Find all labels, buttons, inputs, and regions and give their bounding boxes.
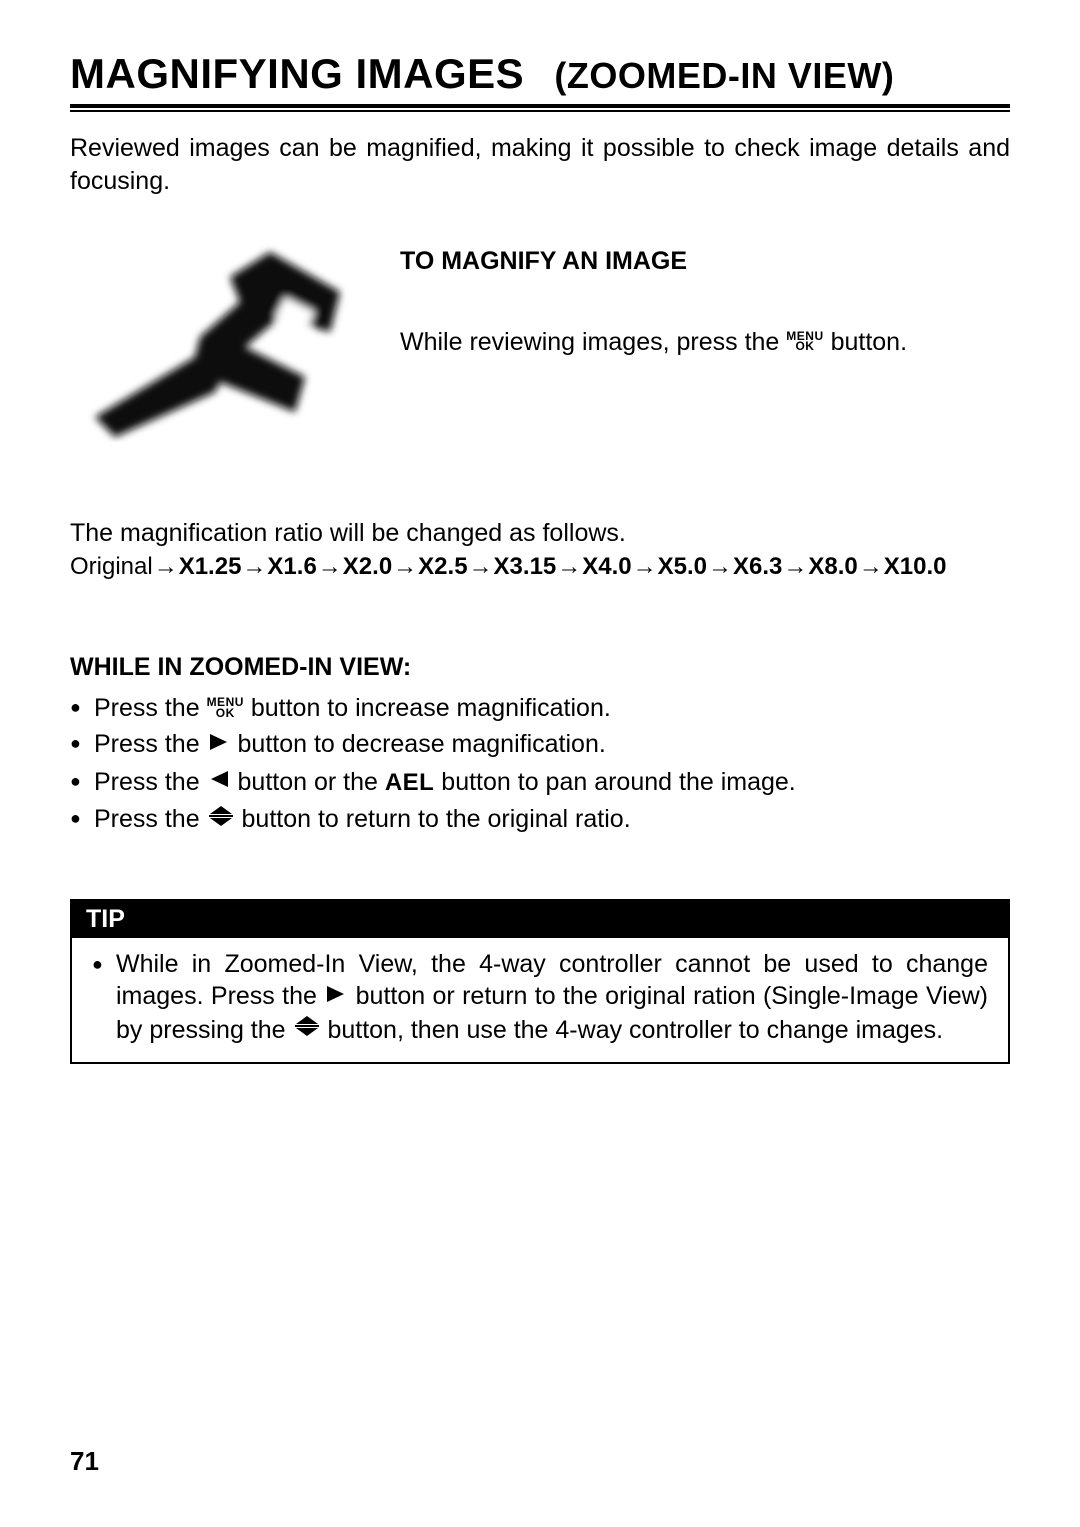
while-bullet-list: Press the MENU OK button to increase mag… (70, 690, 1010, 839)
wrench-icon (80, 242, 360, 442)
ratio-arrow: → (859, 553, 883, 580)
list-item: Press the MENU OK button to increase mag… (70, 690, 1010, 726)
ratio-arrow: → (242, 553, 266, 580)
ratio-step: X2.0 (343, 553, 392, 580)
ratio-arrow: → (154, 553, 178, 580)
up-down-icon (207, 801, 235, 837)
tip-box: TIP While in Zoomed-In View, the 4-way c… (70, 899, 1010, 1064)
intro-text: Reviewed images can be magnified, making… (70, 132, 1010, 197)
ratio-step: X10.0 (884, 553, 947, 580)
tip-header: TIP (72, 901, 1008, 938)
bullet-text: Press the (94, 730, 207, 758)
ratio-intro: The magnification ratio will be changed … (70, 517, 1010, 551)
title-sub: (ZOOMED-IN VIEW) (554, 55, 894, 96)
title-main: MAGNIFYING IMAGES (70, 50, 524, 97)
list-item: Press the button to return to the origin… (70, 801, 1010, 839)
bullet-text: button to decrease magnification. (238, 730, 606, 758)
ratio-arrow: → (783, 553, 807, 580)
zoom-illustration (70, 237, 370, 447)
ratio-block: The magnification ratio will be changed … (70, 517, 1010, 583)
play-left-icon (207, 763, 231, 799)
rule-thick (70, 104, 1010, 108)
ratio-sequence: Original→X1.25→X1.6→X2.0→X2.5→X3.15→X4.0… (70, 551, 1010, 583)
magnify-row: TO MAGNIFY AN IMAGE While reviewing imag… (70, 237, 1010, 447)
while-heading: WHILE IN ZOOMED-IN VIEW: (70, 653, 1010, 682)
ratio-arrow: → (708, 553, 732, 580)
play-right-icon (207, 726, 231, 762)
menu-ok-icon: MENU OK (207, 697, 244, 717)
play-right-icon (324, 980, 348, 1013)
list-item: Press the button to decrease magnificati… (70, 726, 1010, 764)
tip-body: While in Zoomed-In View, the 4-way contr… (72, 938, 1008, 1062)
manual-page: MAGNIFYING IMAGES (ZOOMED-IN VIEW) Revie… (0, 0, 1080, 1527)
ratio-arrow: → (469, 553, 493, 580)
bullet-text: Press the (94, 694, 207, 722)
section1-text-b: button. (831, 328, 907, 356)
ratio-step: X8.0 (808, 553, 857, 580)
bullet-text: button to pan around the image. (441, 768, 795, 796)
tip-list-item: While in Zoomed-In View, the 4-way contr… (92, 948, 988, 1048)
up-down-icon (293, 1013, 321, 1046)
ratio-arrow: → (557, 553, 581, 580)
section-body-magnify: While reviewing images, press the MENU O… (400, 326, 1010, 359)
magnify-text-col: TO MAGNIFY AN IMAGE While reviewing imag… (400, 237, 1010, 447)
ratio-arrow: → (633, 553, 657, 580)
ratio-arrow: → (393, 553, 417, 580)
bullet-text: button or the (238, 768, 385, 796)
rule-thin (70, 110, 1010, 112)
list-item: Press the button or the AEL button to pa… (70, 764, 1010, 802)
ratio-step: X6.3 (733, 553, 782, 580)
section1-text-a: While reviewing images, press the (400, 328, 786, 356)
menu-ok-line2: OK (795, 341, 814, 351)
ratio-arrow: → (318, 553, 342, 580)
bullet-text: Press the (94, 805, 207, 833)
tip-text: button, then use the 4-way controller to… (327, 1016, 943, 1044)
bullet-text: Press the (94, 768, 207, 796)
ratio-step: X1.25 (179, 553, 242, 580)
page-number: 71 (70, 1446, 99, 1477)
page-title: MAGNIFYING IMAGES (ZOOMED-IN VIEW) (70, 50, 1010, 98)
menu-ok-line2: OK (216, 708, 235, 718)
ratio-step: X2.5 (418, 553, 467, 580)
ratio-step: X1.6 (267, 553, 316, 580)
bullet-text: button to return to the original ratio. (242, 805, 631, 833)
bullet-text: button to increase magnification. (251, 694, 611, 722)
section-heading-magnify: TO MAGNIFY AN IMAGE (400, 247, 1010, 276)
ratio-prefix: Original (70, 553, 153, 580)
ratio-step: X4.0 (582, 553, 631, 580)
menu-ok-icon: MENU OK (786, 331, 823, 351)
ael-icon: AEL (385, 769, 435, 796)
ratio-step: X5.0 (658, 553, 707, 580)
ratio-step: X3.15 (494, 553, 557, 580)
